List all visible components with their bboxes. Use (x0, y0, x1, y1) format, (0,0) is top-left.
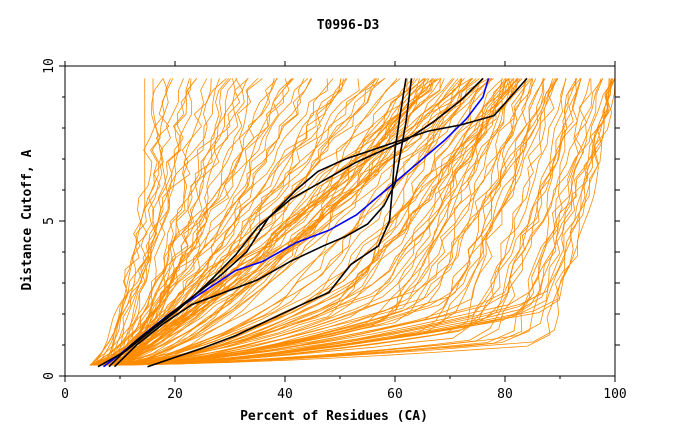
background-curve (121, 78, 416, 366)
background-curve (108, 78, 170, 366)
background-curve (89, 78, 519, 366)
background-curve (119, 78, 462, 366)
background-curve (94, 78, 534, 366)
background-curve (108, 78, 275, 366)
background-curve (121, 78, 426, 366)
background-curve (103, 78, 236, 366)
background-curve (122, 78, 555, 366)
background-curve (107, 78, 453, 366)
background-curve (90, 78, 515, 366)
background-curve (126, 78, 249, 366)
background-curve (121, 78, 342, 366)
background-curve (93, 78, 445, 366)
background-curve (89, 78, 293, 366)
background-curve (99, 78, 483, 366)
background-curve (118, 78, 546, 366)
background-curve (91, 78, 312, 366)
background-curve (94, 78, 472, 366)
background-curve (91, 78, 433, 366)
background-curve (102, 78, 420, 366)
y-axis-label: Distance Cutoff, A (20, 149, 35, 290)
background-curve (125, 78, 243, 366)
series-line-3 (113, 78, 413, 368)
x-tick-label: 100 (603, 387, 626, 402)
background-curve (104, 78, 474, 366)
y-tick-label: 5 (42, 217, 57, 225)
x-tick-label: 20 (167, 387, 183, 402)
background-curve (97, 78, 503, 366)
background-curve (110, 78, 591, 366)
background-curve (109, 78, 507, 366)
background-curves (89, 78, 616, 366)
x-tick-label: 80 (497, 387, 513, 402)
background-curve (108, 78, 459, 366)
x-axis-label: Percent of Residues (CA) (240, 409, 428, 424)
background-curve (91, 78, 533, 366)
background-curve (94, 78, 185, 366)
y-axis-ticks: 0 5 10 (42, 58, 620, 380)
background-curve (104, 78, 426, 366)
y-tick-label: 10 (42, 58, 57, 74)
x-tick-label: 0 (61, 387, 69, 402)
background-curve (106, 78, 424, 366)
background-curve (90, 78, 398, 366)
highlighted-series (97, 77, 528, 368)
x-axis-ticks: 0 20 40 60 80 100 (61, 61, 627, 402)
x-tick-label: 60 (387, 387, 403, 402)
background-curve (119, 78, 473, 366)
background-curve (119, 78, 259, 366)
background-curve (109, 78, 526, 366)
series-line-2 (108, 77, 528, 368)
y-tick-label: 0 (42, 372, 57, 380)
background-curve (108, 78, 146, 366)
background-curve (118, 78, 380, 366)
background-curve (125, 78, 527, 366)
background-curve (109, 78, 441, 366)
x-tick-label: 40 (277, 387, 293, 402)
series-line-1 (97, 77, 484, 368)
background-curve (91, 78, 567, 366)
background-curve (115, 78, 511, 366)
background-curve (101, 78, 197, 366)
background-curve (90, 78, 329, 366)
background-curve (92, 78, 613, 366)
background-curve (103, 78, 342, 366)
background-curve (90, 78, 537, 366)
background-curve (96, 78, 581, 366)
background-curve (104, 78, 171, 366)
background-curve (120, 78, 578, 366)
background-curve (114, 78, 604, 366)
background-curve (113, 78, 592, 366)
background-curve (128, 78, 521, 366)
background-curve (103, 78, 334, 366)
background-curve (95, 78, 506, 366)
background-curve (94, 78, 616, 366)
chart-title: T0996-D3 (317, 18, 380, 33)
background-curve (99, 78, 430, 366)
background-curve (116, 78, 616, 366)
series-line-4 (147, 78, 407, 368)
background-curve (121, 78, 557, 366)
background-curve (120, 78, 377, 366)
background-curve (126, 78, 174, 366)
background-curve (112, 78, 545, 366)
background-curve (123, 78, 510, 366)
